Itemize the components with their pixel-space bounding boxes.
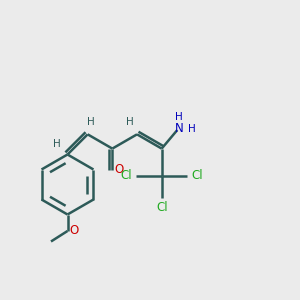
Text: H: H bbox=[175, 112, 183, 122]
Text: Cl: Cl bbox=[191, 169, 202, 182]
Text: O: O bbox=[114, 163, 124, 176]
Text: O: O bbox=[70, 224, 79, 238]
Text: Cl: Cl bbox=[156, 201, 167, 214]
Text: H: H bbox=[188, 124, 196, 134]
Text: H: H bbox=[87, 117, 94, 127]
Text: N: N bbox=[174, 122, 183, 135]
Text: Cl: Cl bbox=[121, 169, 132, 182]
Text: H: H bbox=[126, 117, 134, 127]
Text: H: H bbox=[53, 139, 61, 149]
